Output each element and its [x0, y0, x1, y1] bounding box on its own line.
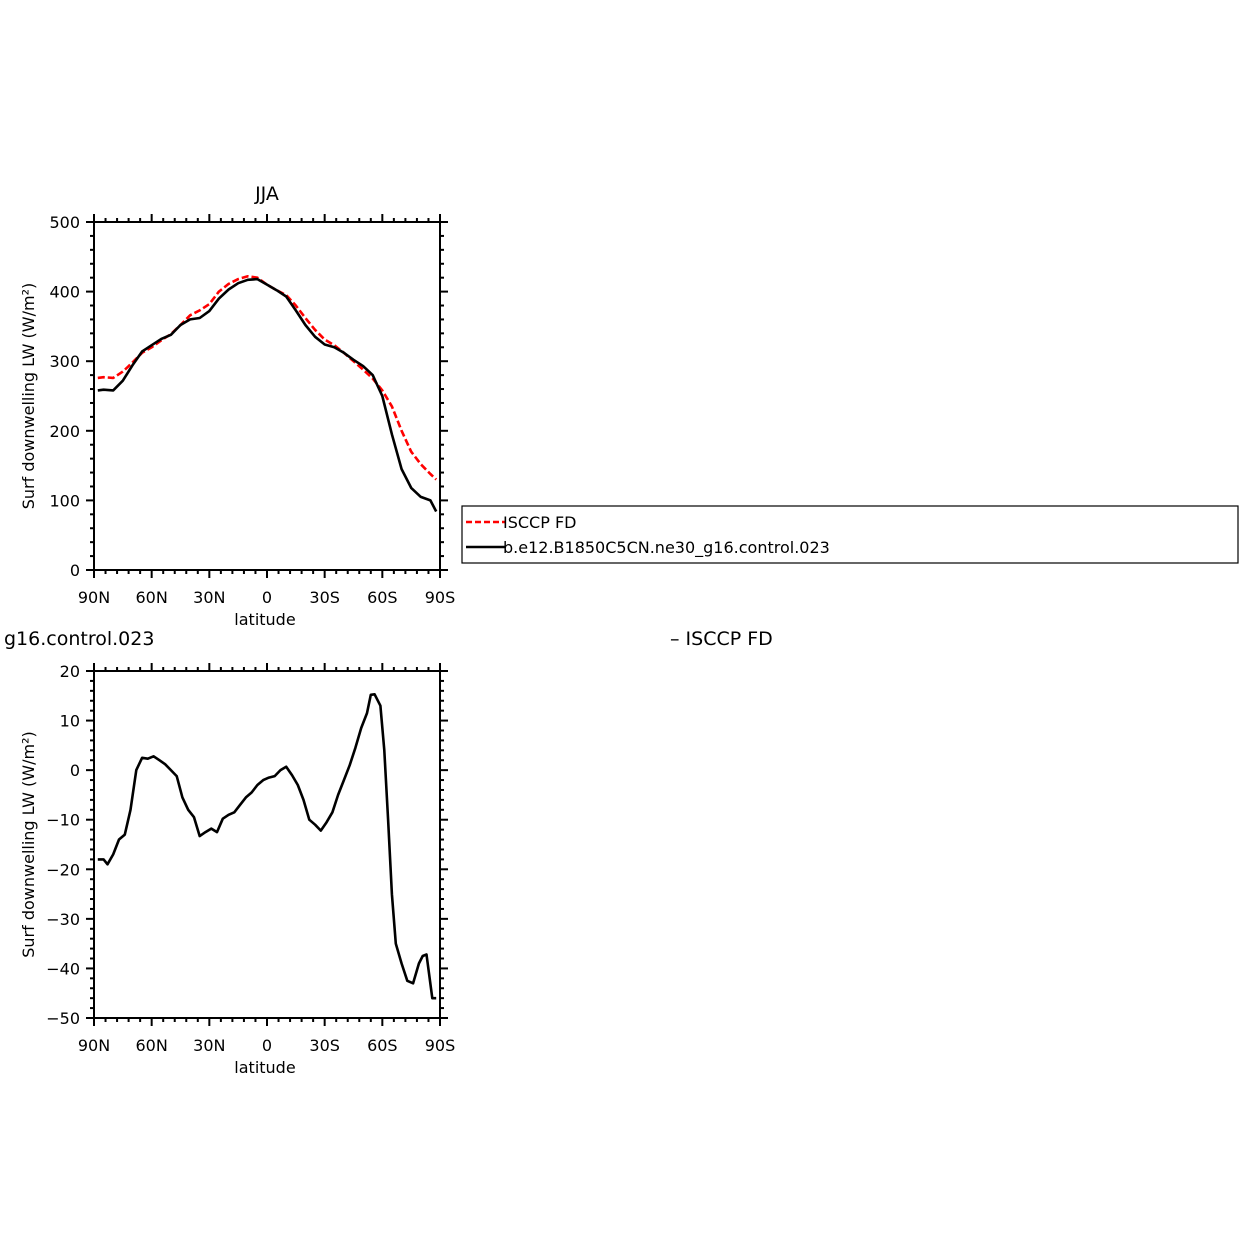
x-tick-label: 0	[262, 588, 272, 607]
panel-title: JJA	[254, 183, 279, 205]
y-tick-label: −40	[46, 959, 80, 978]
series-line-0	[97, 693, 437, 1000]
bottom-header-right: – ISCCP FD	[670, 628, 773, 650]
y-tick-label: 0	[70, 561, 80, 580]
y-axis-label: Surf downwelling LW (W/m²)	[19, 283, 38, 509]
x-tick-label: 30S	[309, 588, 340, 607]
y-tick-label: −50	[46, 1009, 80, 1028]
y-tick-label: 500	[49, 213, 80, 232]
x-tick-label: 60N	[136, 1036, 168, 1055]
x-tick-label: 0	[262, 1036, 272, 1055]
y-tick-label: 10	[60, 712, 80, 731]
x-tick-label: 90N	[78, 1036, 110, 1055]
y-tick-label: 400	[49, 283, 80, 302]
y-axis-label: Surf downwelling LW (W/m²)	[19, 731, 38, 957]
y-tick-label: −10	[46, 811, 80, 830]
series-line-0	[97, 275, 438, 481]
bottom-header-left: g16.control.023	[4, 628, 154, 650]
x-tick-label: 30S	[309, 1036, 340, 1055]
x-tick-label: 60S	[367, 588, 398, 607]
legend: ISCCP FD b.e12.B1850C5CN.ne30_g16.contro…	[461, 505, 1239, 564]
y-tick-label: 300	[49, 352, 80, 371]
bottom-panel-difference: −50 −40 −30 −20 −10 0 10 20 90N 60N 30N 0 30S 60S 90S l…	[19, 662, 455, 1077]
x-axis-label: latitude	[234, 610, 295, 629]
x-tick-label: 90S	[425, 588, 456, 607]
x-axis-label: latitude	[234, 1058, 295, 1077]
y-tick-label: 0	[70, 761, 80, 780]
x-tick-label: 90N	[78, 588, 110, 607]
y-tick-label: −30	[46, 910, 80, 929]
legend-label-model: b.e12.B1850C5CN.ne30_g16.control.023	[503, 538, 830, 558]
y-tick-label: 200	[49, 422, 80, 441]
legend-box	[461, 505, 1239, 564]
top-panel-jja: 0 100 200 300 400 500 90N 60N 30N 0 30S 60S 90S latit…	[19, 183, 455, 629]
y-tick-label: 100	[49, 491, 80, 510]
y-tick-label: 20	[60, 662, 80, 681]
x-tick-label: 60S	[367, 1036, 398, 1055]
y-tick-label: −20	[46, 860, 80, 879]
plot-frame	[93, 221, 441, 571]
x-tick-label: 30N	[193, 1036, 225, 1055]
series-line-1	[97, 277, 438, 513]
x-tick-label: 90S	[425, 1036, 456, 1055]
legend-label-isccp: ISCCP FD	[503, 513, 576, 532]
x-tick-label: 60N	[136, 588, 168, 607]
x-tick-label: 30N	[193, 588, 225, 607]
